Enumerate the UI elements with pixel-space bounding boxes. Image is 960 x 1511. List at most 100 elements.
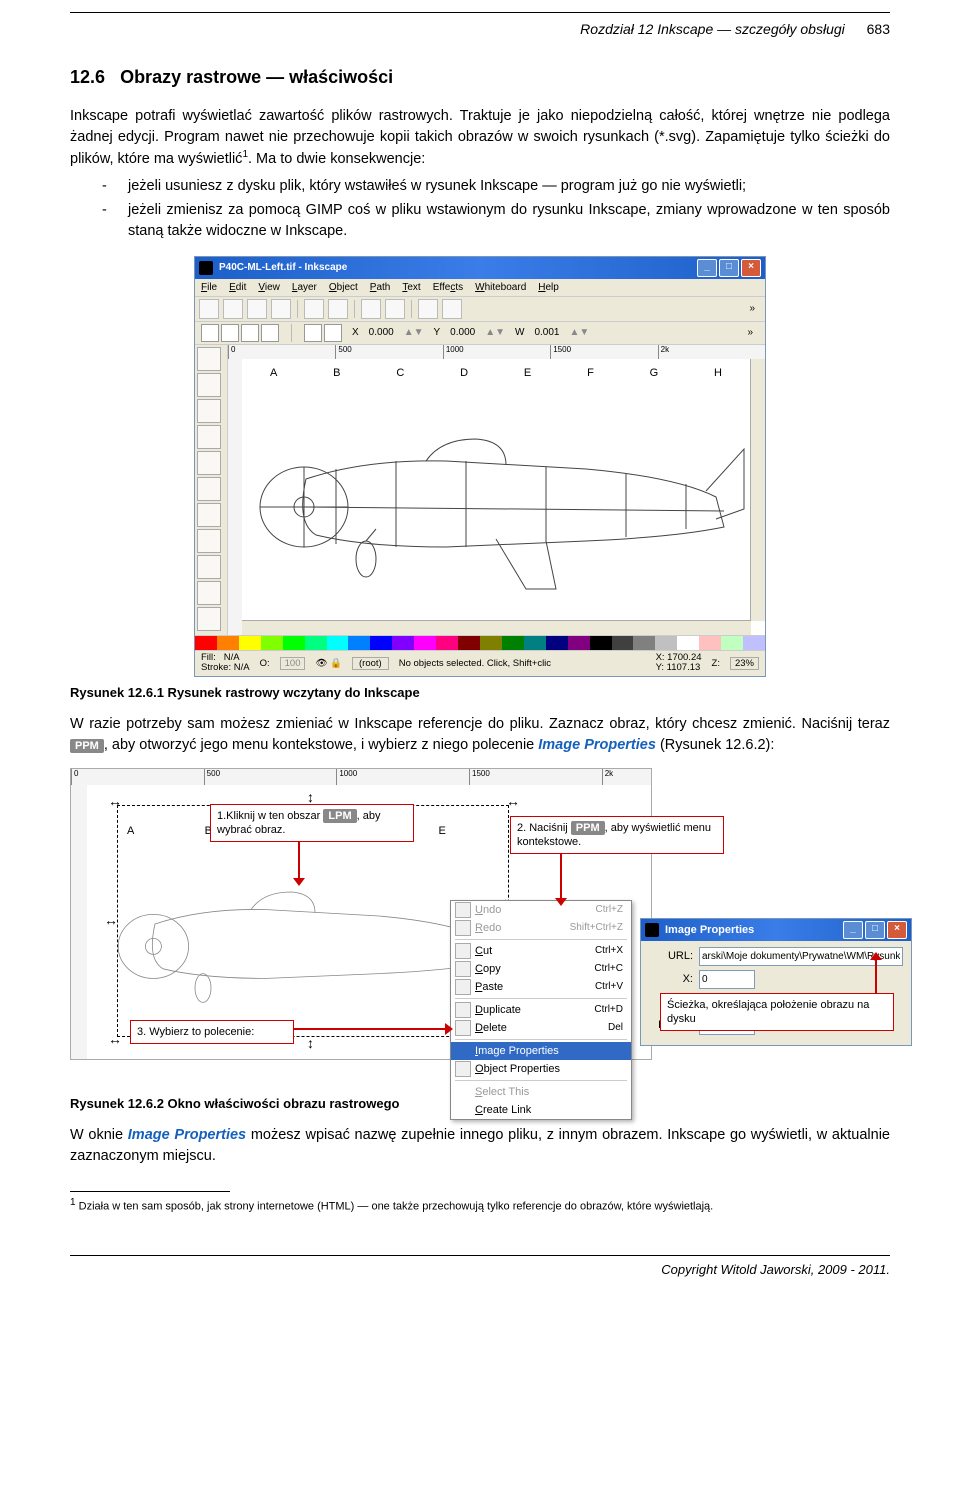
lower-icon[interactable] — [324, 324, 342, 342]
palette-swatch[interactable] — [655, 636, 677, 650]
menu-text[interactable]: Text — [402, 282, 420, 293]
palette-swatch[interactable] — [195, 636, 217, 650]
raise-icon[interactable] — [304, 324, 322, 342]
spiral-tool-icon[interactable] — [197, 529, 221, 553]
palette-swatch[interactable] — [721, 636, 743, 650]
maximize-button[interactable]: □ — [719, 259, 739, 277]
pencil-tool-icon[interactable] — [197, 555, 221, 579]
selector-tool-icon[interactable] — [197, 347, 221, 371]
minimize-button[interactable]: _ — [697, 259, 717, 277]
tool-controls-bar[interactable]: X0.000 ▲▼ Y0.000 ▲▼ W0.001 ▲▼ » — [195, 322, 765, 345]
box3d-tool-icon[interactable] — [197, 451, 221, 475]
palette-swatch[interactable] — [546, 636, 568, 650]
ellipse-tool-icon[interactable] — [197, 477, 221, 501]
dialog-close-button[interactable]: × — [887, 921, 907, 939]
menu-item[interactable]: UndoCtrl+Z — [451, 901, 631, 919]
palette-swatch[interactable] — [524, 636, 546, 650]
menu-effects[interactable]: Effects — [433, 282, 463, 293]
palette-swatch[interactable] — [612, 636, 634, 650]
coords-overflow[interactable]: » — [741, 327, 759, 338]
palette-swatch[interactable] — [392, 636, 414, 650]
close-button[interactable]: × — [741, 259, 761, 277]
palette-swatch[interactable] — [370, 636, 392, 650]
titlebar[interactable]: P40C-ML-Left.tif - Inkscape _ □ × — [195, 257, 765, 279]
palette-swatch[interactable] — [261, 636, 283, 650]
menubar[interactable]: File Edit View Layer Object Path Text Ef… — [195, 279, 765, 297]
open-icon[interactable] — [223, 299, 243, 319]
toolbar-overflow[interactable]: » — [743, 303, 761, 314]
opacity-value[interactable]: 100 — [280, 657, 306, 670]
zoom-tool-icon[interactable] — [197, 399, 221, 423]
palette-swatch[interactable] — [568, 636, 590, 650]
flip-h-icon[interactable] — [241, 324, 259, 342]
menu-item[interactable]: RedoShift+Ctrl+Z — [451, 919, 631, 937]
footnote-separator — [70, 1191, 230, 1192]
copy-icon[interactable] — [418, 299, 438, 319]
palette-swatch[interactable] — [590, 636, 612, 650]
palette-swatch[interactable] — [458, 636, 480, 650]
palette-swatch[interactable] — [414, 636, 436, 650]
context-menu[interactable]: UndoCtrl+ZRedoShift+Ctrl+Z CutCtrl+XCopyC… — [450, 900, 632, 1120]
menu-item[interactable]: Image Properties — [451, 1042, 631, 1060]
undo-icon[interactable] — [361, 299, 381, 319]
color-palette[interactable] — [195, 635, 765, 650]
tool-palette[interactable] — [195, 345, 228, 635]
menu-path[interactable]: Path — [370, 282, 391, 293]
rotate-icon[interactable] — [221, 324, 239, 342]
new-icon[interactable] — [199, 299, 219, 319]
palette-swatch[interactable] — [305, 636, 327, 650]
menu-item[interactable]: Object Properties — [451, 1060, 631, 1078]
node-tool-icon[interactable] — [197, 373, 221, 397]
menu-item[interactable]: Create Link — [451, 1101, 631, 1119]
x-field[interactable] — [699, 970, 755, 989]
palette-swatch[interactable] — [436, 636, 458, 650]
print-icon[interactable] — [271, 299, 291, 319]
import-icon[interactable] — [304, 299, 324, 319]
calligraphy-tool-icon[interactable] — [197, 607, 221, 631]
zoom-value[interactable]: 23% — [730, 657, 759, 670]
palette-swatch[interactable] — [743, 636, 765, 650]
palette-swatch[interactable] — [327, 636, 349, 650]
menu-file[interactable]: File — [201, 282, 217, 293]
palette-swatch[interactable] — [633, 636, 655, 650]
palette-swatch[interactable] — [480, 636, 502, 650]
menu-item[interactable]: CopyCtrl+C — [451, 960, 631, 978]
palette-swatch[interactable] — [239, 636, 261, 650]
export-icon[interactable] — [328, 299, 348, 319]
menu-view[interactable]: View — [258, 282, 280, 293]
menu-whiteboard[interactable]: Whiteboard — [475, 282, 526, 293]
menu-item[interactable]: CutCtrl+X — [451, 942, 631, 960]
canvas-area[interactable]: 0 500 1000 1500 2k A B C D E F G — [228, 345, 765, 635]
menu-help[interactable]: Help — [538, 282, 559, 293]
bezier-tool-icon[interactable] — [197, 581, 221, 605]
flip-v-icon[interactable] — [261, 324, 279, 342]
main-toolbar[interactable]: » — [195, 297, 765, 322]
scrollbar-horizontal[interactable] — [242, 620, 751, 635]
menu-object[interactable]: Object — [329, 282, 358, 293]
palette-swatch[interactable] — [217, 636, 239, 650]
menu-item[interactable]: PasteCtrl+V — [451, 978, 631, 996]
dialog-maximize-button[interactable]: □ — [865, 921, 885, 939]
menu-item[interactable]: DuplicateCtrl+D — [451, 1001, 631, 1019]
rect-tool-icon[interactable] — [197, 425, 221, 449]
arrow-tool-icon[interactable] — [201, 324, 219, 342]
menu-item[interactable]: DeleteDel — [451, 1019, 631, 1037]
menu-layer[interactable]: Layer — [292, 282, 317, 293]
star-tool-icon[interactable] — [197, 503, 221, 527]
menu-edit[interactable]: Edit — [229, 282, 246, 293]
save-icon[interactable] — [247, 299, 267, 319]
layer-selector[interactable]: (root) — [352, 657, 389, 670]
palette-swatch[interactable] — [502, 636, 524, 650]
menu-item[interactable]: Select This — [451, 1083, 631, 1101]
paste-icon[interactable] — [442, 299, 462, 319]
scrollbar-vertical[interactable] — [750, 359, 765, 621]
dialog-titlebar[interactable]: Image Properties _ □ × — [641, 919, 911, 941]
palette-swatch[interactable] — [348, 636, 370, 650]
canvas[interactable]: A B C D E F G H — [242, 359, 751, 621]
redo-icon[interactable] — [385, 299, 405, 319]
dialog-minimize-button[interactable]: _ — [843, 921, 863, 939]
palette-swatch[interactable] — [699, 636, 721, 650]
palette-swatch[interactable] — [283, 636, 305, 650]
palette-swatch[interactable] — [677, 636, 699, 650]
ppm-keycap: PPM — [70, 739, 104, 753]
